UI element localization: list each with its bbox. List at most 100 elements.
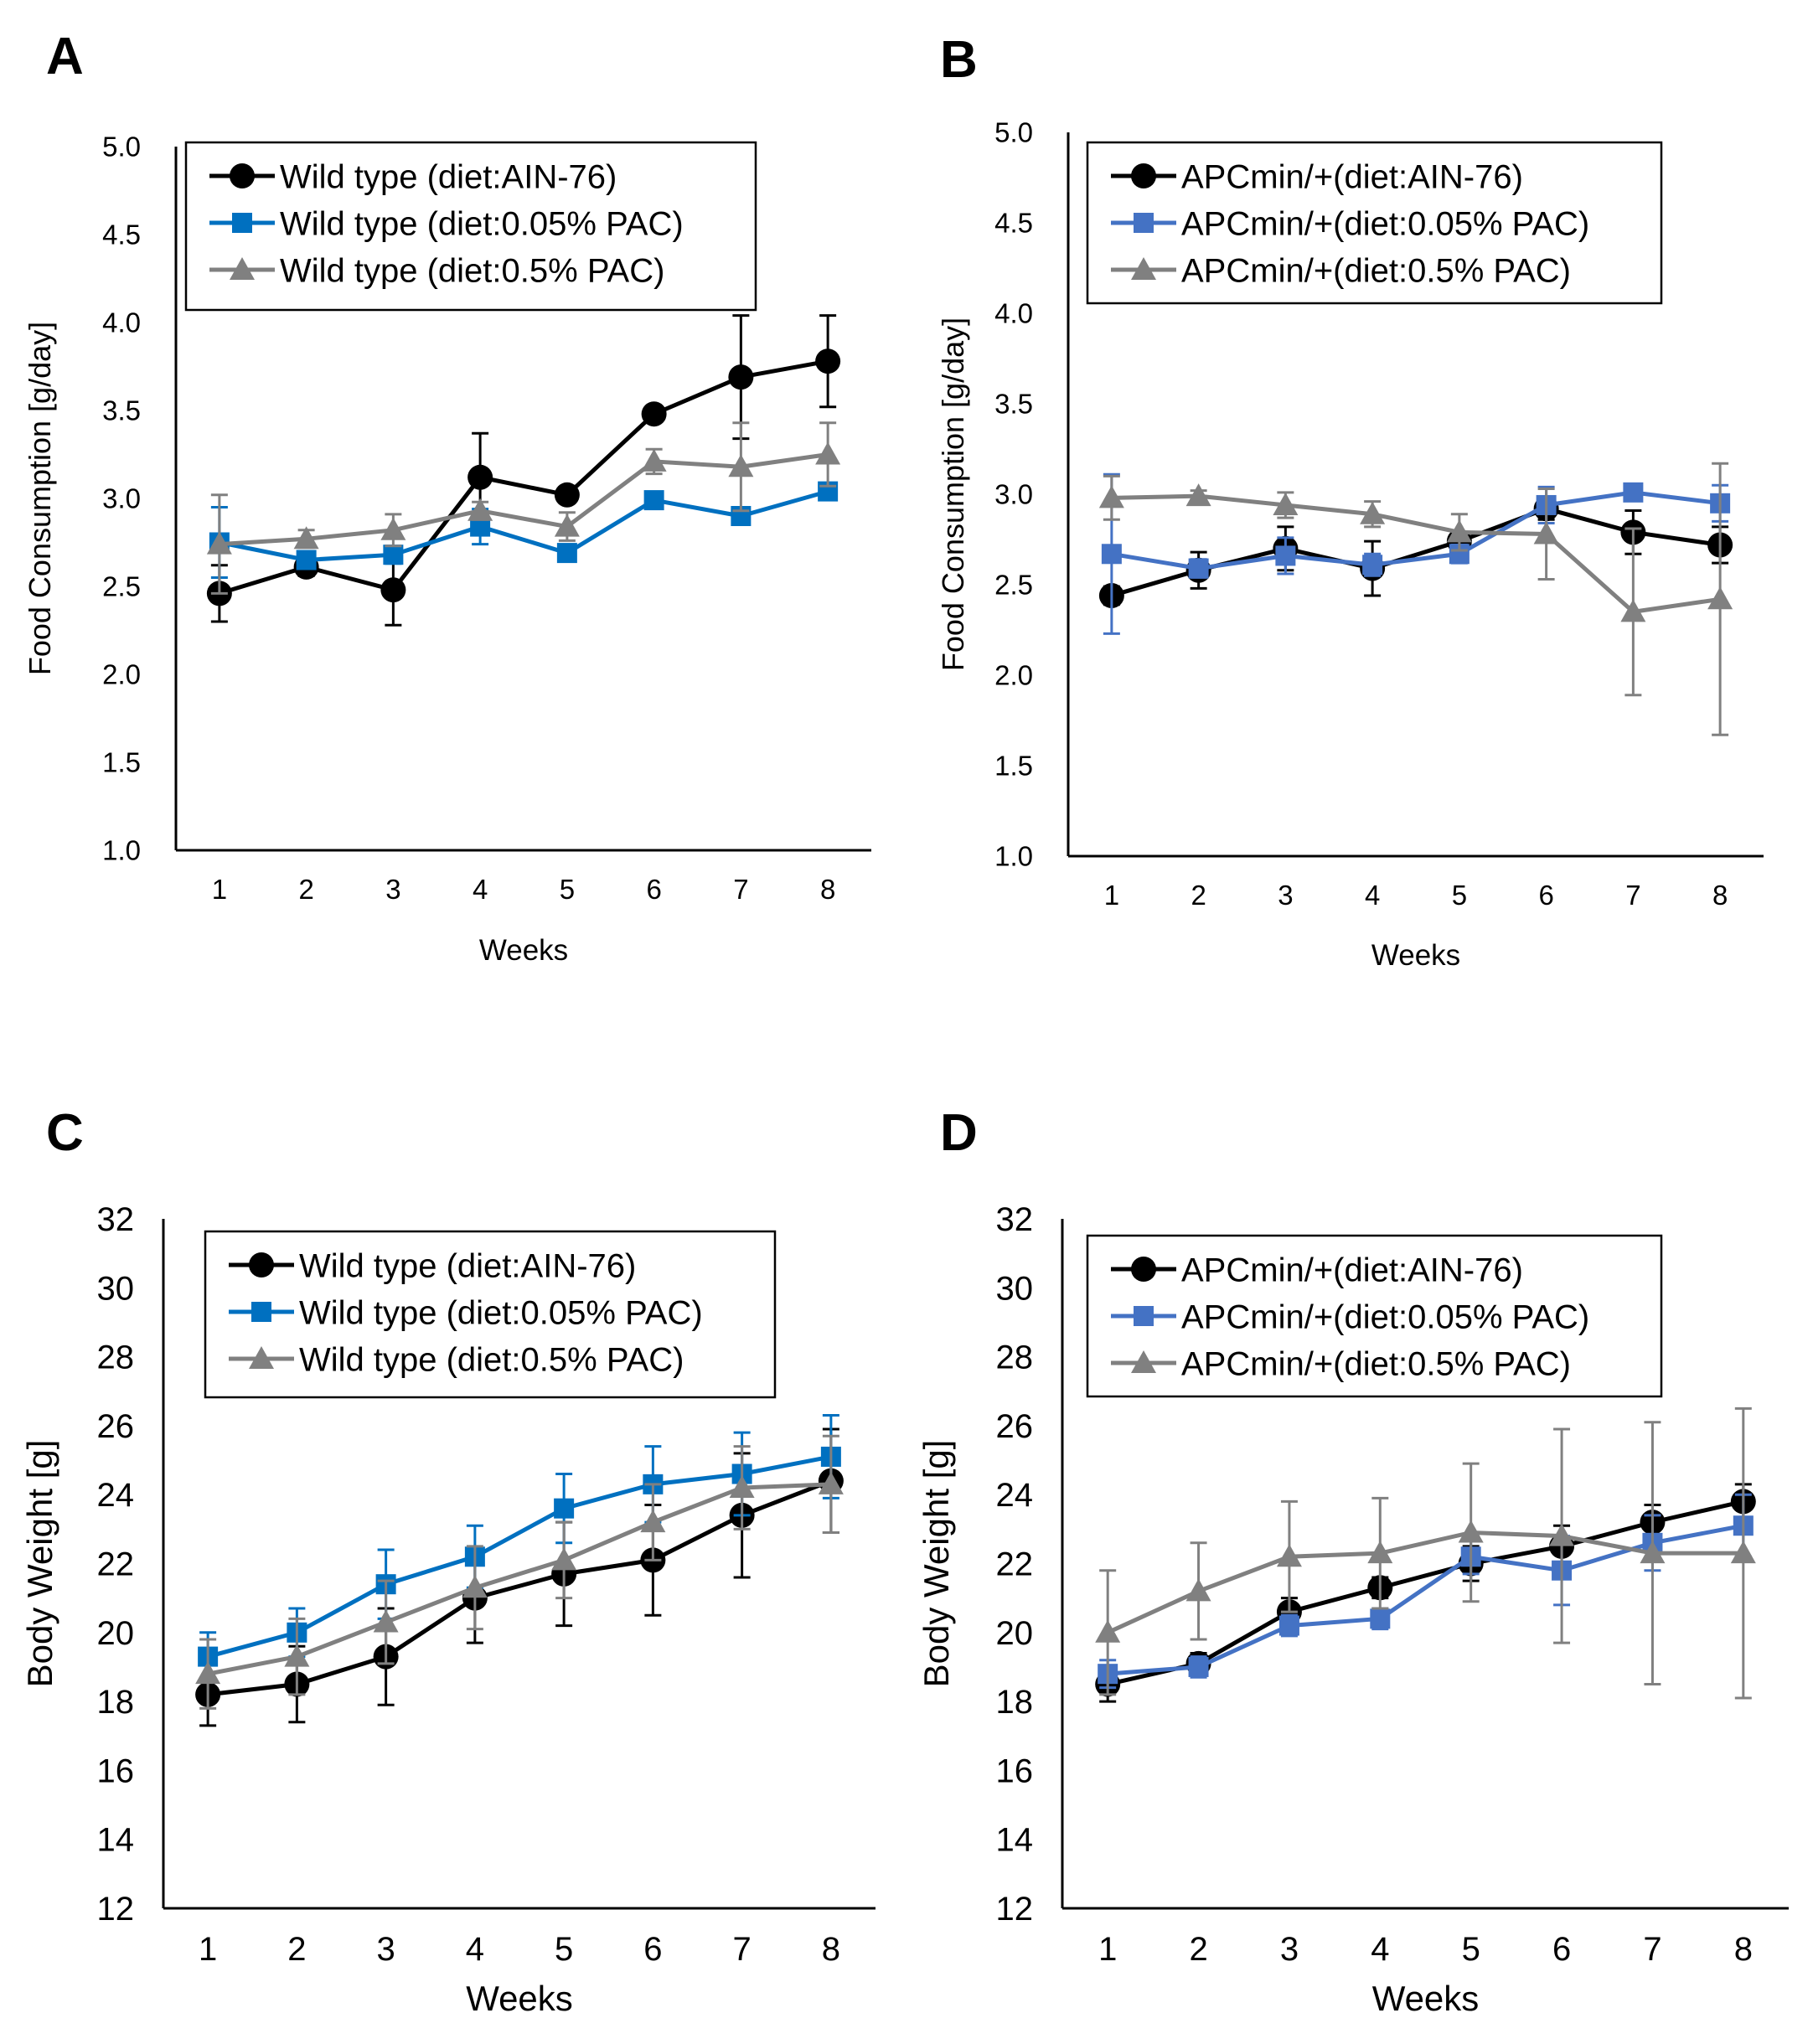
legend-box <box>1086 141 1663 305</box>
data-point <box>554 514 580 537</box>
panel-d-x-tick-label: 1 <box>1098 1931 1117 1968</box>
panel-a-x-tick-label: 4 <box>473 874 488 905</box>
data-point <box>1640 1541 1666 1564</box>
panel-a-x-axis-title: Weeks <box>479 934 568 967</box>
panel-b-x-tick-label: 7 <box>1625 880 1640 911</box>
panel-c-x-tick-label: 1 <box>199 1931 217 1968</box>
data-point <box>554 1498 575 1519</box>
panel-b-y-tick-label: 2.0 <box>994 660 1033 691</box>
data-point <box>1098 485 1124 508</box>
panel-d-x-tick-label: 2 <box>1189 1931 1207 1968</box>
panel-d-y-tick-label: 30 <box>996 1270 1034 1307</box>
panel-c-y-tick-label: 32 <box>97 1201 135 1238</box>
data-point <box>1370 1608 1391 1629</box>
legend-marker <box>1134 1306 1154 1326</box>
legend-label: Wild type (diet:0.5% PAC) <box>280 252 664 289</box>
data-point <box>1620 599 1646 622</box>
panel-c-letter: C <box>46 1104 84 1162</box>
data-point <box>728 454 754 477</box>
data-point <box>467 498 493 521</box>
data-point <box>373 1609 399 1633</box>
data-point <box>462 1575 488 1598</box>
panel-b-x-axis-title: Weeks <box>1371 939 1460 972</box>
panel-d-legend: APCmin/+(diet:AIN-76) APCmin/+(diet:0.05%… <box>1086 1234 1663 1398</box>
panel-b-x-tick-label: 4 <box>1365 880 1380 911</box>
legend-label: APCmin/+(diet:AIN-76) <box>1181 158 1523 195</box>
series-line <box>1107 1523 1744 1676</box>
panel-b-y-axis-title: Food Consumption [g/day] <box>936 317 970 671</box>
data-point <box>815 348 841 374</box>
panel-c-y-axis-title: Body Weight [g] <box>20 1440 59 1688</box>
series-line <box>1107 1499 1744 1686</box>
series-line <box>219 452 829 547</box>
legend-label: APCmin/+(diet:0.05% PAC) <box>1181 205 1589 242</box>
legend-marker <box>1131 1257 1156 1282</box>
panel-b-y-tick-label: 3.5 <box>994 389 1033 420</box>
data-point <box>1458 1520 1484 1543</box>
series-line <box>1111 493 1721 615</box>
panel-a-y-tick-label: 3.5 <box>102 395 141 426</box>
panel-c-x-tick-label: 4 <box>466 1931 484 1968</box>
panel-a-x-tick-label: 3 <box>385 874 400 905</box>
panel-d-y-tick-label: 12 <box>996 1891 1034 1928</box>
panel-c-y-tick-label: 14 <box>97 1822 135 1859</box>
legend-box <box>1086 1234 1663 1398</box>
panel-d-x-tick-label: 8 <box>1734 1931 1753 1968</box>
panel-a-y-tick-label: 4.0 <box>102 307 141 338</box>
panel-d-letter: D <box>940 1104 978 1162</box>
data-point <box>1276 1544 1302 1567</box>
panel-b-x-tick-label: 6 <box>1538 880 1553 911</box>
panel-a-series-3 <box>206 421 841 595</box>
panel-c-x-axis-title: Weeks <box>466 1979 573 2018</box>
data-point <box>551 1547 577 1571</box>
panel-d-y-tick-label: 32 <box>996 1201 1034 1238</box>
panel-c-y-tick-label: 20 <box>97 1615 135 1652</box>
legend-label: Wild type (diet:0.05% PAC) <box>299 1294 703 1331</box>
panel-d-y-tick-label: 22 <box>996 1546 1034 1583</box>
panel-d-y-tick-label: 16 <box>996 1752 1034 1789</box>
panel-b-series-2 <box>1101 472 1731 635</box>
data-point <box>815 441 841 465</box>
panel-a-y-tick-label: 4.5 <box>102 219 141 250</box>
legend-label: APCmin/+(diet:AIN-76) <box>1181 1252 1523 1288</box>
data-point <box>467 464 493 490</box>
data-point <box>1362 555 1383 576</box>
data-point <box>1730 1541 1756 1564</box>
panel-c-series-3 <box>195 1434 844 1710</box>
panel-a-y-tick-label: 5.0 <box>102 132 141 163</box>
data-point <box>1623 482 1644 503</box>
panel-a-x-tick-label: 7 <box>733 874 748 905</box>
panel-c-y-tick-label: 16 <box>97 1752 135 1789</box>
legend-marker <box>249 1252 274 1278</box>
legend-label: APCmin/+(diet:0.5% PAC) <box>1181 252 1571 289</box>
legend-label: APCmin/+(diet:0.5% PAC) <box>1181 1345 1571 1382</box>
panel-b-y-tick-label: 1.0 <box>994 841 1033 872</box>
data-point <box>284 1644 310 1667</box>
data-point <box>1095 1619 1121 1643</box>
data-point <box>1533 521 1559 545</box>
panel-c-y-tick-label: 26 <box>97 1408 135 1445</box>
legend-label: Wild type (diet:0.5% PAC) <box>299 1341 684 1378</box>
panel-b-y-tick-label: 5.0 <box>994 117 1033 148</box>
data-point <box>380 577 406 603</box>
data-point <box>728 364 754 390</box>
panel-a-x-tick-label: 5 <box>560 874 575 905</box>
data-point <box>1367 1541 1393 1564</box>
data-point <box>1446 519 1472 543</box>
data-point <box>1101 544 1122 565</box>
panel-c-x-tick-label: 7 <box>733 1931 752 1968</box>
legend-label: Wild type (diet:AIN-76) <box>299 1247 636 1284</box>
legend-marker <box>232 213 252 233</box>
series-line <box>219 489 829 563</box>
panel-b-y-tick-label: 4.0 <box>994 298 1033 329</box>
panel-b-x-tick-label: 8 <box>1712 880 1728 911</box>
panel-a-x-tick-label: 8 <box>820 874 835 905</box>
panel-d-x-tick-label: 5 <box>1462 1931 1480 1968</box>
panel-a-y-tick-label: 1.5 <box>102 747 141 778</box>
data-point <box>1188 558 1209 579</box>
panel-c-y-tick-label: 22 <box>97 1546 135 1583</box>
data-point <box>206 531 232 555</box>
panel-d-y-axis-title: Body Weight [g] <box>917 1440 956 1688</box>
